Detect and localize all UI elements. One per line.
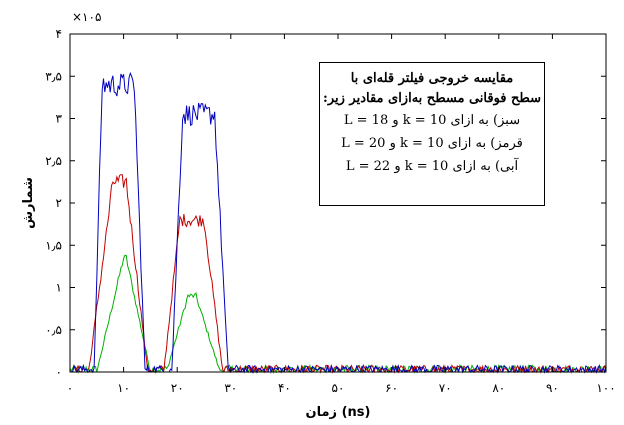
y-tick-label: ۳ (56, 112, 63, 126)
y-axis-label: شمارش (21, 177, 36, 229)
x-tick-label: ۳۰ (224, 381, 237, 395)
y-tick-label: ۱ (56, 281, 62, 295)
x-tick-label: ۴۰ (278, 381, 291, 395)
ticks-layer: ۰ ۱۰ ۲۰ ۳۰ ۴۰ ۵۰ ۶۰ ۷۰ ۸۰ ۹۰ ۱۰۰ ۰ ۰٫۵ ۱ ۱٫۵ ۲ ۲٫۵ ۳ ۳٫۵ ۴ (45, 27, 615, 395)
legend-title-line-1: مقایسه خروجی فیلتر قله‌ای با (350, 71, 514, 86)
y-tick-label: ۱٫۵ (45, 238, 62, 252)
y-tick-label: ۰ (56, 365, 62, 379)
x-tick-label: ۰ (67, 381, 73, 395)
x-axis-label: زمان (ns) (306, 405, 371, 420)
x-tick-label: ۲۰ (171, 381, 184, 395)
x-tick-label: ۹۰ (546, 381, 559, 395)
y-tick-label: ۳٫۵ (45, 69, 62, 83)
y-tick-label: ۲٫۵ (45, 154, 62, 168)
y-tick-label: ۴ (56, 27, 62, 41)
y-exponent-label: ×۱۰۵ (72, 10, 101, 24)
x-tick-label: ۵۰ (332, 381, 345, 395)
legend-box: مقایسه خروجی فیلتر قله‌ای با سطح فوقانی … (319, 62, 545, 206)
x-tick-label: ۸۰ (492, 381, 505, 395)
series-green-trace (69, 254, 607, 374)
legend-title-line-2: سطح فوقانی مسطح به‌ازای مقادیر زیر: (323, 91, 541, 106)
x-tick-label: ۱۰ (117, 381, 130, 395)
x-tick-label: ۶۰ (385, 381, 398, 395)
y-tick-label: ۰٫۵ (45, 323, 62, 337)
x-tick-label: ۷۰ (439, 381, 452, 395)
legend-entry-green: سبز) به ازای k = 10 و L = 18 (343, 113, 521, 128)
legend-entry-blue: آبی) به ازای k = 10 و L = 22 (345, 159, 519, 174)
legend-entry-red: قرمز) به ازای k = 10 و L = 20 (341, 136, 523, 151)
y-tick-label: ۲ (56, 196, 62, 210)
x-tick-label: ۱۰۰ (596, 381, 615, 395)
